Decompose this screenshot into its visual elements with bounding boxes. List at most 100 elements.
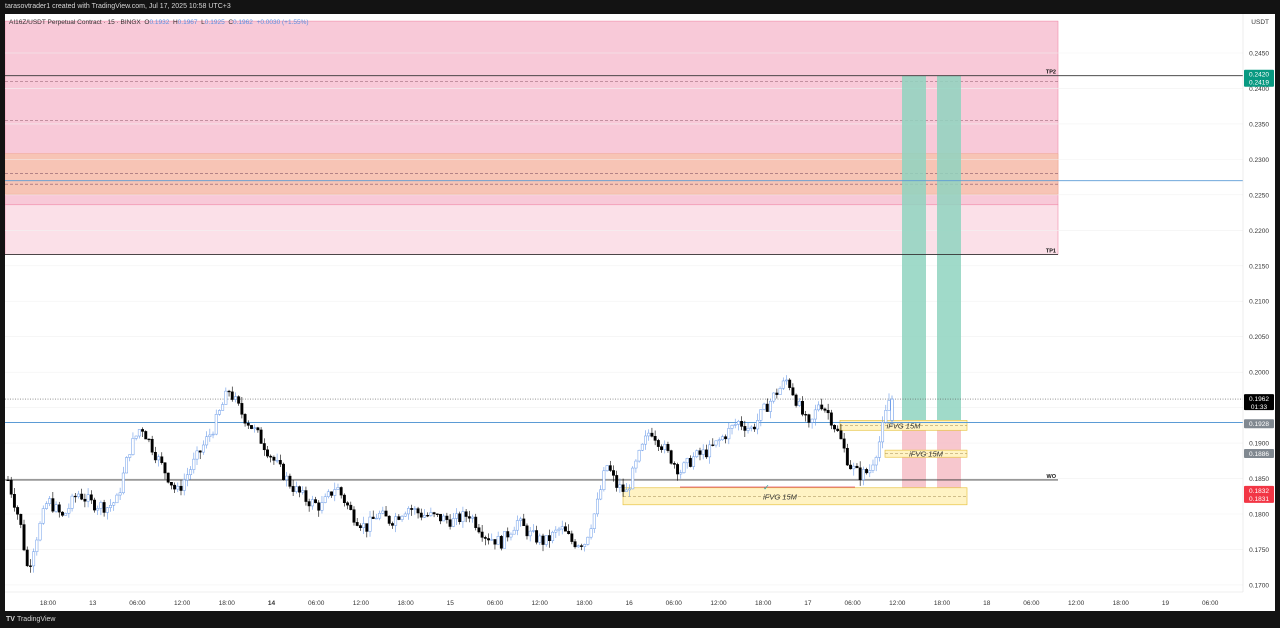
candle <box>493 539 497 550</box>
candle-body <box>288 475 292 487</box>
candle-body <box>836 428 840 431</box>
candle <box>362 516 366 534</box>
candle <box>77 490 80 499</box>
candle <box>394 512 398 533</box>
candle-body <box>669 450 673 464</box>
candle-body <box>589 528 593 538</box>
candle <box>64 512 68 516</box>
candle-body <box>96 508 100 511</box>
candle <box>656 438 660 452</box>
candle-body <box>813 409 817 420</box>
candle-body <box>272 456 276 461</box>
price-tick-label: 0.2000 <box>1249 370 1269 377</box>
candle-body <box>336 487 340 490</box>
candle-body <box>12 494 16 508</box>
candle <box>157 454 161 467</box>
candle <box>858 461 862 486</box>
candle-body <box>733 424 737 426</box>
candle-body <box>99 502 103 509</box>
price-tick-label: 0.1750 <box>1249 547 1269 554</box>
candle-body <box>541 535 545 545</box>
candle-body <box>804 414 808 416</box>
candle-body <box>826 410 830 414</box>
candle-body <box>208 434 212 438</box>
candle <box>589 524 593 540</box>
candle <box>134 435 138 441</box>
candle <box>326 489 330 499</box>
candle <box>474 513 478 531</box>
candle <box>557 526 561 536</box>
candle-body <box>839 430 843 440</box>
candle-body <box>557 528 561 531</box>
candle-body <box>490 539 494 541</box>
candle-body <box>762 403 766 410</box>
candle <box>262 438 266 456</box>
candle <box>272 455 276 465</box>
candle-body <box>294 486 298 492</box>
candle-body <box>407 508 410 515</box>
price-chart[interactable]: iFVG 15M iFVG 15M iFVG 15M TP2 TP1 WO ✓ 0.2450 0… <box>5 14 1275 611</box>
high-value: 0.1967 <box>177 19 198 26</box>
candle <box>746 422 750 434</box>
candle <box>512 526 516 535</box>
candle-body <box>631 467 635 490</box>
candle-body <box>185 474 189 481</box>
candle-body <box>205 436 209 446</box>
candle-body <box>855 465 859 469</box>
candle <box>352 506 356 526</box>
candle <box>714 440 718 448</box>
candle <box>250 425 253 430</box>
candle <box>35 537 39 556</box>
candle <box>852 462 856 476</box>
candle-body <box>230 391 234 400</box>
candle <box>432 511 436 518</box>
candle <box>836 425 840 433</box>
candle <box>128 454 132 462</box>
candle <box>765 398 769 412</box>
time-tick-label: 13 <box>89 600 97 607</box>
price-tick-label: 0.2250 <box>1249 192 1269 199</box>
candle-body <box>759 409 763 421</box>
candle <box>19 513 23 529</box>
candle-body <box>852 465 856 470</box>
candle-body <box>676 464 680 475</box>
time-tick-label: 18:00 <box>219 600 236 607</box>
price-tick-label: 0.2350 <box>1249 121 1269 128</box>
candle <box>169 481 173 490</box>
candle-body <box>304 490 308 502</box>
candle-body <box>250 425 253 429</box>
candle-body <box>480 531 484 538</box>
candle-body <box>112 502 116 506</box>
chart-frame[interactable]: iFVG 15M iFVG 15M iFVG 15M TP2 TP1 WO ✓ 0.2450 0… <box>5 14 1275 611</box>
credit-bar: tarasovtrader1 created with TradingView.… <box>0 0 1280 14</box>
candle-body <box>884 410 888 423</box>
candle-body <box>704 449 708 458</box>
tradingview-logo-mark: TV <box>6 616 15 623</box>
candle <box>333 482 337 502</box>
candle <box>736 419 740 431</box>
candle-body <box>509 533 513 538</box>
level-price-tag-2-text: 0.1886 <box>1249 451 1269 458</box>
candle-body <box>772 392 776 402</box>
candle-body <box>198 450 202 453</box>
candle-body <box>781 380 785 389</box>
candle-body <box>410 508 414 510</box>
candle <box>861 466 865 486</box>
candle <box>567 524 571 535</box>
candle <box>881 416 885 449</box>
candle-body <box>403 513 407 517</box>
candle-body <box>285 475 289 480</box>
candle-body <box>672 463 676 465</box>
price-tick-label: 0.1850 <box>1249 476 1269 483</box>
tradingview-logo[interactable]: TV TradingView <box>6 611 55 628</box>
candle <box>778 386 782 395</box>
candle <box>179 479 183 496</box>
tp-price-tag-text: 0.2419 <box>1249 80 1269 87</box>
candle <box>810 418 814 429</box>
candle <box>185 467 189 487</box>
candle <box>612 465 615 482</box>
candle-body <box>16 507 20 515</box>
time-tick-label: 06:00 <box>1023 600 1040 607</box>
candle <box>429 507 433 517</box>
candle-body <box>647 432 651 437</box>
